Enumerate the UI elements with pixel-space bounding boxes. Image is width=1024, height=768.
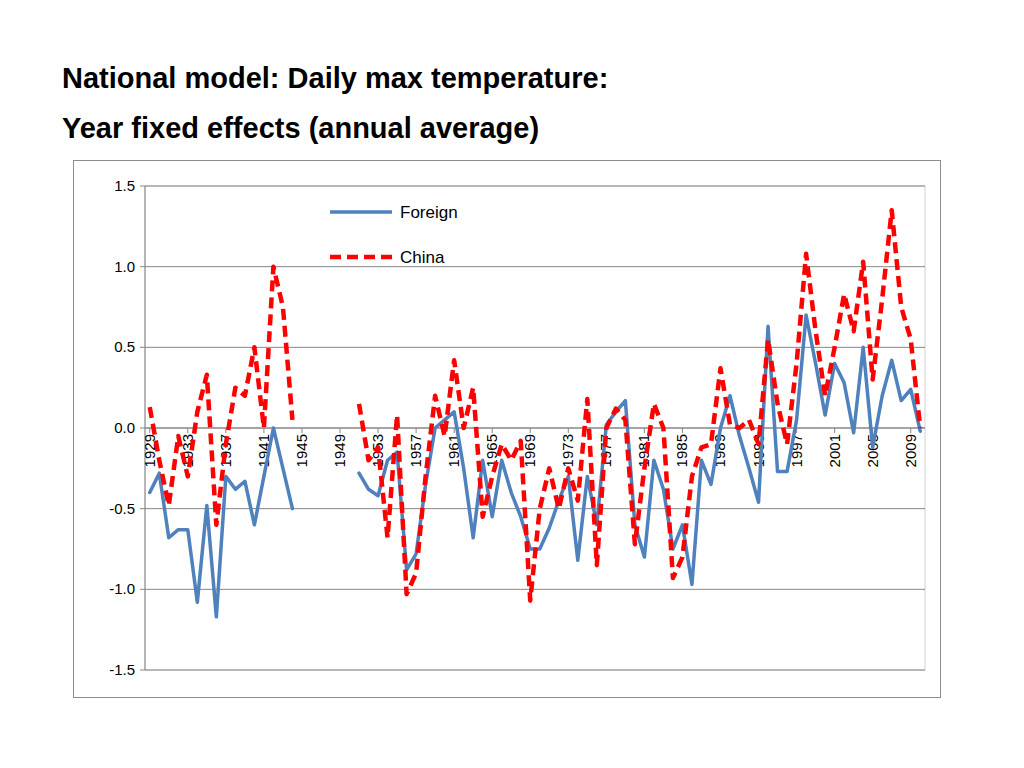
series-line — [150, 210, 920, 600]
x-tick — [682, 428, 683, 433]
x-tick — [301, 428, 302, 433]
grid-line — [145, 589, 925, 590]
x-tick — [378, 428, 379, 433]
x-tick — [454, 428, 455, 433]
y-tick-label: 0.0 — [114, 419, 135, 436]
x-tick-label: 1985 — [673, 434, 690, 467]
x-tick — [340, 428, 341, 433]
x-tick — [416, 428, 417, 433]
legend-label: Foreign — [400, 203, 458, 222]
y-tick — [140, 266, 145, 267]
x-tick-label: 1933 — [179, 434, 196, 467]
grid-line — [145, 347, 925, 348]
y-tick-label: -0.5 — [109, 500, 135, 517]
y-tick — [140, 347, 145, 348]
series-group — [150, 210, 920, 617]
grid-line — [145, 428, 925, 429]
x-tick — [834, 428, 835, 433]
legend-swatch — [330, 255, 392, 260]
y-tick — [140, 508, 145, 509]
y-tick-label: -1.0 — [109, 580, 135, 597]
plot-frame — [145, 186, 925, 670]
legend-label: China — [400, 248, 445, 267]
subtitle: Year fixed effects (annual average) — [62, 112, 539, 144]
x-tick — [568, 428, 569, 433]
y-tick-label: -1.5 — [109, 661, 135, 678]
x-tick-label: 1949 — [331, 434, 348, 467]
grid-line — [145, 508, 925, 509]
x-tick — [263, 428, 264, 433]
y-tick — [140, 670, 145, 671]
y-tick-label: 0.5 — [114, 338, 135, 355]
x-tick — [910, 428, 911, 433]
grid-line — [145, 186, 925, 187]
y-tick-label: 1.5 — [114, 177, 135, 194]
legend-swatch — [330, 210, 392, 214]
grid-line — [145, 670, 925, 671]
x-tick-label: 1929 — [141, 434, 158, 467]
x-tick — [492, 428, 493, 433]
title: National model: Daily max temperature: — [62, 62, 608, 94]
x-axis — [145, 428, 925, 429]
x-tick-label: 2001 — [826, 434, 843, 467]
x-tick — [187, 428, 188, 433]
x-tick-label: 1945 — [293, 434, 310, 467]
x-tick-label: 1973 — [559, 434, 576, 467]
y-tick — [140, 428, 145, 429]
chart-area — [74, 161, 941, 698]
x-tick-label: 1957 — [407, 434, 424, 467]
x-tick — [530, 428, 531, 433]
x-tick — [644, 428, 645, 433]
chart-root: National model: Daily max temperature: Ye… — [0, 0, 1024, 768]
y-tick — [140, 186, 145, 187]
x-tick-label: 2009 — [902, 434, 919, 467]
x-tick — [149, 428, 150, 433]
y-tick-label: 1.0 — [114, 258, 135, 275]
y-tick — [140, 589, 145, 590]
